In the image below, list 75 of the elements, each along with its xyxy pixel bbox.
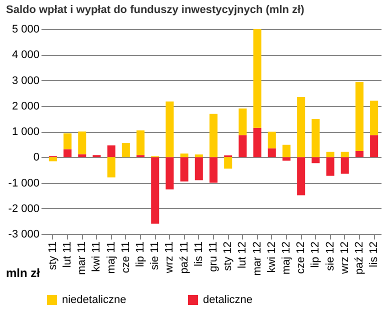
y-tick-label: -1 000: [8, 177, 40, 190]
bar: [238, 108, 247, 136]
x-tick-label: lip 11: [134, 242, 147, 267]
x-tick-label: lut 11: [62, 242, 74, 268]
bar: [78, 154, 86, 158]
y-tick-label: -2 000: [8, 202, 40, 215]
x-tick-label: wrz 11: [164, 242, 176, 274]
bar: [180, 154, 188, 158]
x-tick-label: gru 11: [208, 242, 220, 272]
bar: [370, 100, 378, 136]
legend-label: niedetaliczne: [62, 294, 126, 306]
y-tick-label: 1 000: [12, 126, 40, 138]
bar: [48, 157, 57, 162]
bar: [253, 29, 262, 128]
bar: [355, 150, 364, 158]
x-tick-label: cze 12: [295, 242, 308, 274]
bar: [340, 152, 349, 158]
y-tick-label: 4 000: [12, 49, 40, 62]
bar: [107, 145, 116, 158]
y-tick-label: 0: [33, 152, 40, 164]
x-tick-label: sie 11: [149, 242, 162, 270]
bar: [326, 157, 334, 176]
x-tick-label: sty 12: [222, 242, 234, 271]
bar: [166, 102, 174, 158]
x-tick-label: lis 11: [192, 242, 205, 266]
x-tick-label: mar 11: [76, 242, 88, 275]
bar: [312, 157, 320, 164]
bar: [268, 132, 276, 148]
x-tick-label: mar 12: [251, 242, 264, 276]
legend-label: detaliczne: [203, 294, 253, 306]
x-tick-label: maj 12: [280, 242, 292, 275]
bar: [238, 135, 247, 158]
bar: [282, 144, 290, 158]
bar: [355, 82, 364, 151]
y-tick-label: -3 000: [8, 228, 40, 240]
bar: [180, 157, 188, 182]
bar: [370, 135, 378, 158]
bar: [326, 152, 334, 158]
x-tick-label: lis 12: [368, 242, 380, 268]
bar: [194, 157, 203, 180]
bar: [151, 157, 160, 224]
y-tick-label: 3 000: [12, 74, 40, 87]
x-tick-label: cze 11: [120, 242, 132, 274]
x-tick-label: kwi 11: [90, 242, 103, 272]
x-tick-label: lip 12: [310, 242, 322, 268]
bar: [209, 157, 218, 183]
bar: [209, 114, 218, 158]
x-tick-label: lut 12: [236, 242, 249, 268]
bar: [282, 157, 290, 161]
x-tick-label: maj 11: [105, 242, 118, 274]
x-tick-label: paź 11: [178, 242, 190, 274]
x-tick-label: sie 12: [324, 242, 336, 271]
bar: [297, 157, 306, 196]
bar: [64, 149, 72, 158]
bar: [297, 97, 306, 158]
bar: [64, 133, 72, 150]
x-tick-label: paź 12: [353, 242, 366, 275]
bar: [107, 157, 116, 178]
bar: [224, 157, 232, 169]
bar: [253, 128, 262, 158]
x-tick-label: kwi 12: [266, 242, 278, 273]
bar: [78, 132, 86, 154]
bar: [340, 157, 349, 174]
x-tick-label: wrz 12: [338, 242, 351, 275]
y-tick-label: 5 000: [12, 24, 40, 36]
x-tick-label: sty 11: [46, 242, 59, 270]
bar: [166, 157, 174, 190]
y-tick-label: 2 000: [12, 100, 40, 112]
bar: [136, 130, 145, 156]
y-axis-title: mln zł: [6, 266, 41, 280]
bar: [122, 143, 130, 158]
bar: [268, 148, 276, 158]
chart-title: Saldo wpłat i wypłat do funduszy inwestycyjnych (mln zł): [6, 4, 305, 16]
bar: [312, 118, 320, 158]
bar: [194, 154, 203, 158]
